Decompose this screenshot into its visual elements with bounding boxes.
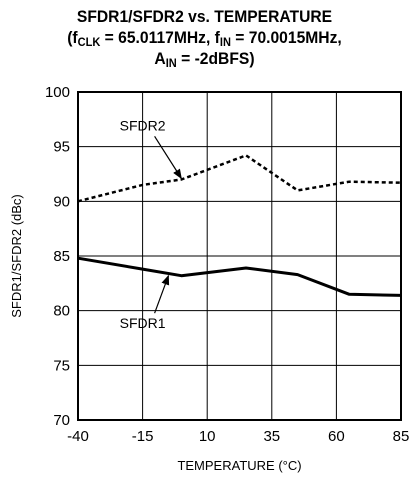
annotations: SFDR2 SFDR1 (120, 117, 182, 331)
x-tick-label: 10 (199, 428, 216, 445)
series-line-sfdr2 (77, 154, 402, 203)
title-line-2: (fCLK = 65.0117MHz, fIN = 70.0015MHz, (16, 27, 392, 48)
x-tick-label: -15 (132, 428, 154, 445)
annotation-sfdr1-arrow (154, 274, 170, 314)
y-tick-label: 80 (53, 303, 70, 320)
title-line3-prefix: A (154, 49, 166, 68)
tick-labels: -40 -15 10 35 60 85 70 75 80 85 90 95 100 (45, 84, 409, 445)
title-line-3: AIN = -2dBFS) (16, 48, 392, 69)
annotation-sfdr1-label: SFDR1 (120, 315, 166, 331)
x-tick-label: 35 (263, 428, 280, 445)
x-tick-label: -40 (67, 428, 89, 445)
y-tick-label: 100 (45, 84, 70, 101)
title-line2-prefix: (f (67, 28, 78, 47)
annotation-sfdr2-label: SFDR2 (120, 117, 166, 133)
grid (78, 92, 401, 420)
x-tick-label: 60 (328, 428, 345, 445)
title-line-1: SFDR1/SFDR2 vs. TEMPERATURE (76, 7, 333, 26)
plot-frame (77, 91, 402, 421)
y-tick-label: 95 (53, 139, 70, 156)
title-line2-suffix: = 70.0015MHz, (230, 28, 342, 47)
y-tick-label: 90 (53, 193, 70, 210)
x-axis-label: TEMPERATURE (°C) (177, 458, 301, 473)
title-line3-suffix: = -2dBFS) (176, 49, 255, 68)
series-line-sfdr1 (77, 256, 402, 297)
series-layer (77, 154, 402, 297)
chart-title: SFDR1/SFDR2 vs. TEMPERATURE (fCLK = 65.0… (16, 6, 392, 69)
y-tick-label: 85 (53, 248, 70, 265)
fclk-subscript: CLK (77, 35, 101, 49)
fin-subscript: IN (219, 35, 231, 49)
title-line2-mid: = 65.0117MHz, f (100, 28, 220, 47)
y-tick-label: 75 (53, 357, 70, 374)
ain-subscript: IN (165, 56, 177, 70)
annotation-sfdr2-arrow (154, 135, 182, 180)
y-axis-label: SFDR1/SFDR2 (dBc) (9, 194, 24, 318)
x-tick-label: 85 (393, 428, 409, 445)
y-tick-label: 70 (53, 412, 70, 429)
